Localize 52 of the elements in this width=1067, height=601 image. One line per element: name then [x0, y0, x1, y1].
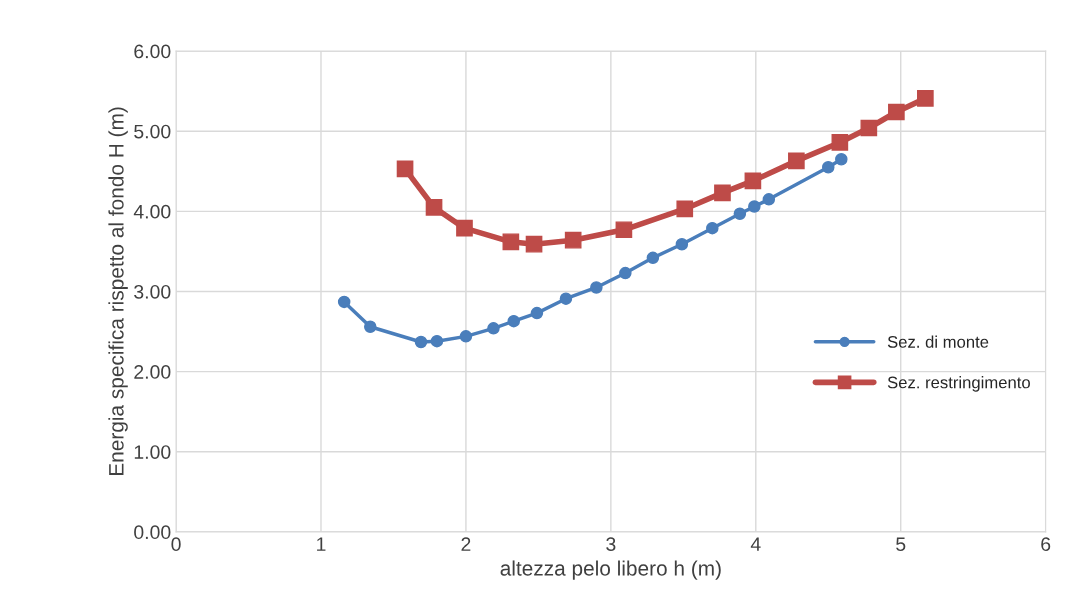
point	[530, 306, 544, 320]
legend-label: Sez. restringimento	[887, 376, 1030, 392]
point	[414, 335, 428, 349]
point	[364, 320, 377, 333]
y-tick-label: 5.00	[134, 124, 171, 139]
point	[487, 322, 500, 335]
point	[675, 237, 689, 251]
point	[396, 160, 414, 178]
x-tick-label: 6	[1041, 537, 1051, 552]
point	[748, 200, 761, 213]
y-tick-label: 3.00	[134, 284, 171, 299]
point	[888, 103, 905, 121]
point	[733, 207, 747, 221]
y-tick-label: 2.00	[134, 365, 171, 379]
point	[646, 251, 660, 265]
point	[822, 161, 835, 174]
x-tick-label: 2	[461, 537, 471, 551]
y-tick-label: 0.00	[134, 525, 171, 540]
point	[507, 314, 521, 328]
point	[559, 292, 573, 305]
y-axis-title: Energia specifica rispetto al fondo H (m)	[108, 107, 128, 476]
point	[744, 172, 762, 190]
point	[337, 295, 351, 309]
point	[430, 334, 444, 348]
legend-label: Sez. di monte	[887, 335, 989, 348]
point	[676, 200, 694, 218]
point	[835, 153, 848, 166]
point	[860, 119, 878, 137]
x-tick-label: 4	[750, 537, 761, 551]
point	[456, 219, 473, 237]
point	[615, 221, 633, 239]
x-tick-label: 1	[317, 537, 326, 551]
y-tick-label: 4.00	[133, 204, 171, 219]
y-tick-label: 1.00	[134, 445, 171, 459]
point	[525, 235, 543, 253]
point	[706, 221, 719, 235]
x-axis-title: altezza pelo libero h (m)	[500, 560, 721, 580]
x-tick-label: 5	[896, 537, 906, 552]
point	[425, 199, 443, 216]
point	[564, 231, 582, 249]
point	[762, 193, 776, 206]
x-tick-label: 3	[606, 537, 616, 552]
point	[590, 281, 603, 294]
x-tick-label: 0	[171, 537, 181, 552]
y-tick-label: 6.00	[134, 44, 171, 59]
point	[917, 90, 934, 107]
point	[714, 184, 731, 202]
point	[459, 330, 473, 343]
point	[502, 233, 520, 251]
point	[831, 134, 849, 151]
point	[788, 152, 805, 170]
point	[619, 266, 632, 280]
